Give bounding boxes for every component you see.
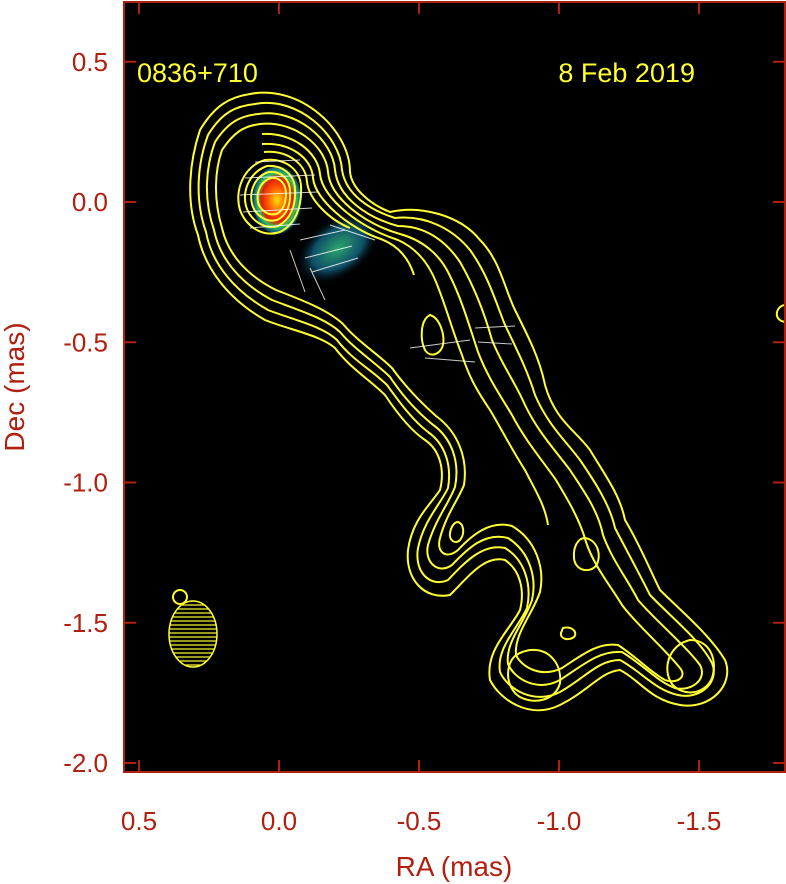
x-axis-title: RA (mas) [396, 851, 513, 882]
x-tick-label: 0.5 [121, 806, 157, 836]
y-axis: 0.5 0.0 -0.5 -1.0 -1.5 -2.0 [63, 47, 785, 778]
date-label: 8 Feb 2019 [558, 58, 695, 88]
beam [168, 589, 218, 668]
y-tick-label: -0.5 [63, 327, 108, 357]
y-tick-label: -1.5 [63, 608, 108, 638]
y-tick-label: 0.0 [72, 187, 108, 217]
x-tick-label: -1.0 [537, 806, 582, 836]
beam-ellipse [168, 600, 218, 668]
y-tick-label: 0.5 [72, 47, 108, 77]
contour-lines [189, 91, 785, 712]
y-tick-label: -2.0 [63, 748, 108, 778]
y-axis-title: Dec (mas) [0, 322, 30, 451]
polarization-vectors [239, 159, 516, 363]
x-tick-label: -1.5 [677, 806, 722, 836]
beam-small-contour [172, 589, 188, 605]
x-tick-label: -0.5 [397, 806, 442, 836]
source-name-label: 0836+710 [137, 58, 258, 88]
x-tick-label: 0.0 [261, 806, 297, 836]
y-tick-label: -1.0 [63, 468, 108, 498]
x-axis: 0.5 0.0 -0.5 -1.0 -1.5 [121, 2, 721, 836]
image-content [189, 91, 785, 712]
plot-frame [123, 1, 786, 773]
plot-background [124, 2, 785, 772]
